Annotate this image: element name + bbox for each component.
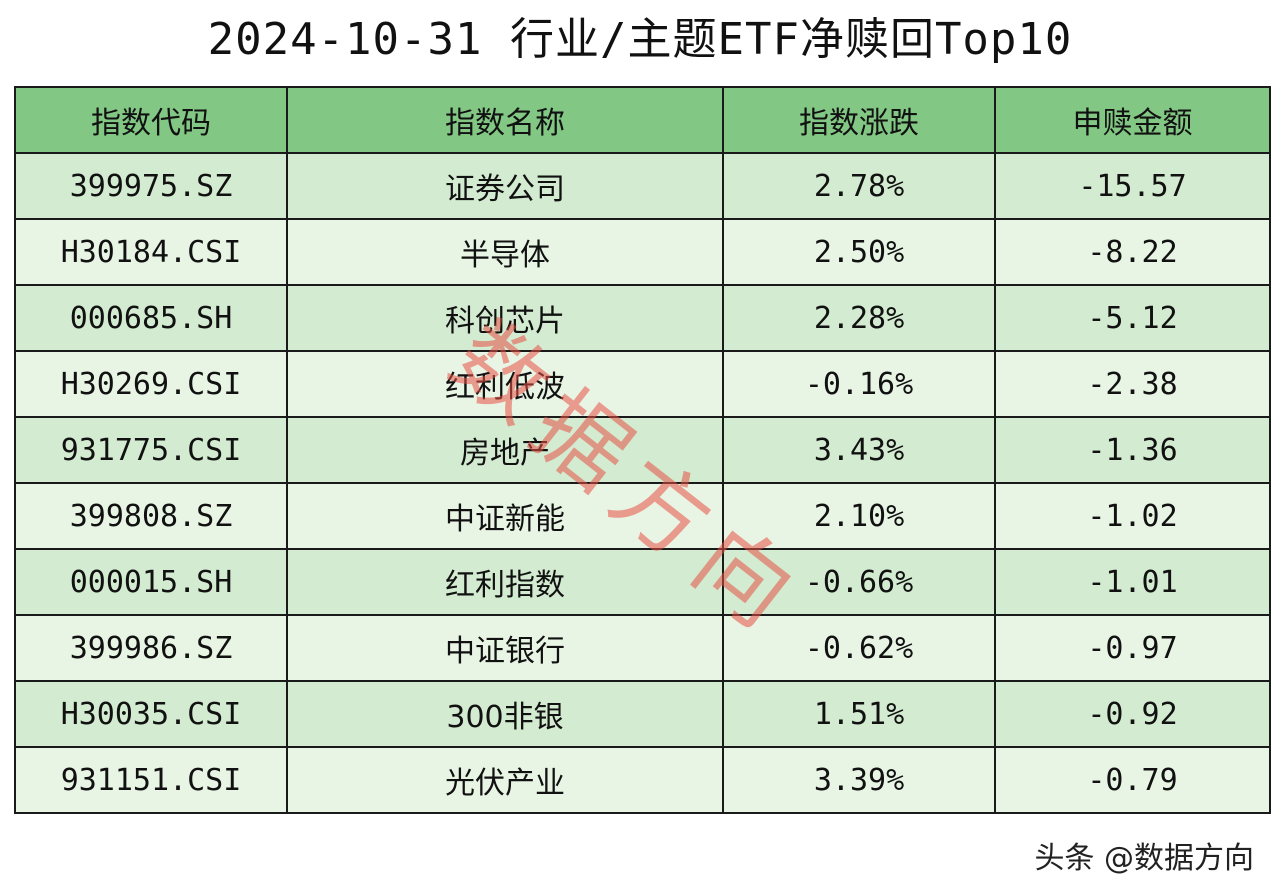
cell-index-change: -0.66% xyxy=(722,548,996,616)
cell-index-code: 399808.SZ xyxy=(14,482,288,550)
cell-index-code: H30184.CSI xyxy=(14,218,288,286)
cell-redemption-amount: -1.01 xyxy=(994,548,1271,616)
table-title: 2024-10-31 行业/主题ETF净赎回Top10 xyxy=(207,14,1073,65)
cell-index-name: 红利低波 xyxy=(286,350,724,418)
column-header-code: 指数代码 xyxy=(14,86,288,154)
cell-index-code: H30035.CSI xyxy=(14,680,288,748)
cell-index-change: 1.51% xyxy=(722,680,996,748)
column-header-name: 指数名称 xyxy=(286,86,724,154)
table-row: 000015.SH 红利指数 -0.66% -1.01 xyxy=(14,548,1271,616)
cell-index-code: 931151.CSI xyxy=(14,746,288,814)
cell-redemption-amount: -8.22 xyxy=(994,218,1271,286)
cell-index-change: 2.10% xyxy=(722,482,996,550)
column-header-amount: 申赎金额 xyxy=(994,86,1271,154)
cell-index-name: 中证新能 xyxy=(286,482,724,550)
cell-index-name: 光伏产业 xyxy=(286,746,724,814)
header-row: 指数代码 指数名称 指数涨跌 申赎金额 xyxy=(14,86,1271,154)
cell-index-name: 半导体 xyxy=(286,218,724,286)
table-row: 931151.CSI 光伏产业 3.39% -0.79 xyxy=(14,746,1271,814)
cell-index-name: 300非银 xyxy=(286,680,724,748)
cell-redemption-amount: -0.92 xyxy=(994,680,1271,748)
etf-redemption-table: 指数代码 指数名称 指数涨跌 申赎金额 399975.SZ 证券公司 2.78% -1… xyxy=(14,86,1271,814)
cell-index-change: 3.39% xyxy=(722,746,996,814)
cell-index-name: 房地产 xyxy=(286,416,724,484)
cell-index-code: 000685.SH xyxy=(14,284,288,352)
cell-redemption-amount: -15.57 xyxy=(994,152,1271,220)
table-row: 399986.SZ 中证银行 -0.62% -0.97 xyxy=(14,614,1271,682)
table-row: H30035.CSI 300非银 1.51% -0.92 xyxy=(14,680,1271,748)
cell-redemption-amount: -2.38 xyxy=(994,350,1271,418)
cell-index-code: 399975.SZ xyxy=(14,152,288,220)
cell-index-change: 2.78% xyxy=(722,152,996,220)
cell-redemption-amount: -0.79 xyxy=(994,746,1271,814)
cell-index-name: 红利指数 xyxy=(286,548,724,616)
cell-index-change: 2.28% xyxy=(722,284,996,352)
cell-index-name: 证券公司 xyxy=(286,152,724,220)
cell-index-code: H30269.CSI xyxy=(14,350,288,418)
cell-redemption-amount: -0.97 xyxy=(994,614,1271,682)
table-body: 399975.SZ 证券公司 2.78% -15.57 H30184.CSI 半导体 2.5… xyxy=(14,152,1271,814)
cell-redemption-amount: -1.36 xyxy=(994,416,1271,484)
cell-redemption-amount: -1.02 xyxy=(994,482,1271,550)
cell-index-code: 399986.SZ xyxy=(14,614,288,682)
cell-index-change: 3.43% xyxy=(722,416,996,484)
cell-index-code: 931775.CSI xyxy=(14,416,288,484)
table-row: 399975.SZ 证券公司 2.78% -15.57 xyxy=(14,152,1271,220)
cell-index-name: 中证银行 xyxy=(286,614,724,682)
cell-redemption-amount: -5.12 xyxy=(994,284,1271,352)
cell-index-change: -0.62% xyxy=(722,614,996,682)
column-header-change: 指数涨跌 xyxy=(722,86,996,154)
table-row: H30269.CSI 红利低波 -0.16% -2.38 xyxy=(14,350,1271,418)
cell-index-name: 科创芯片 xyxy=(286,284,724,352)
cell-index-code: 000015.SH xyxy=(14,548,288,616)
table-row: H30184.CSI 半导体 2.50% -8.22 xyxy=(14,218,1271,286)
table-row: 399808.SZ 中证新能 2.10% -1.02 xyxy=(14,482,1271,550)
cell-index-change: -0.16% xyxy=(722,350,996,418)
table-row: 931775.CSI 房地产 3.43% -1.36 xyxy=(14,416,1271,484)
source-credit: 头条 @数据方向 xyxy=(1034,841,1254,876)
table-row: 000685.SH 科创芯片 2.28% -5.12 xyxy=(14,284,1271,352)
cell-index-change: 2.50% xyxy=(722,218,996,286)
